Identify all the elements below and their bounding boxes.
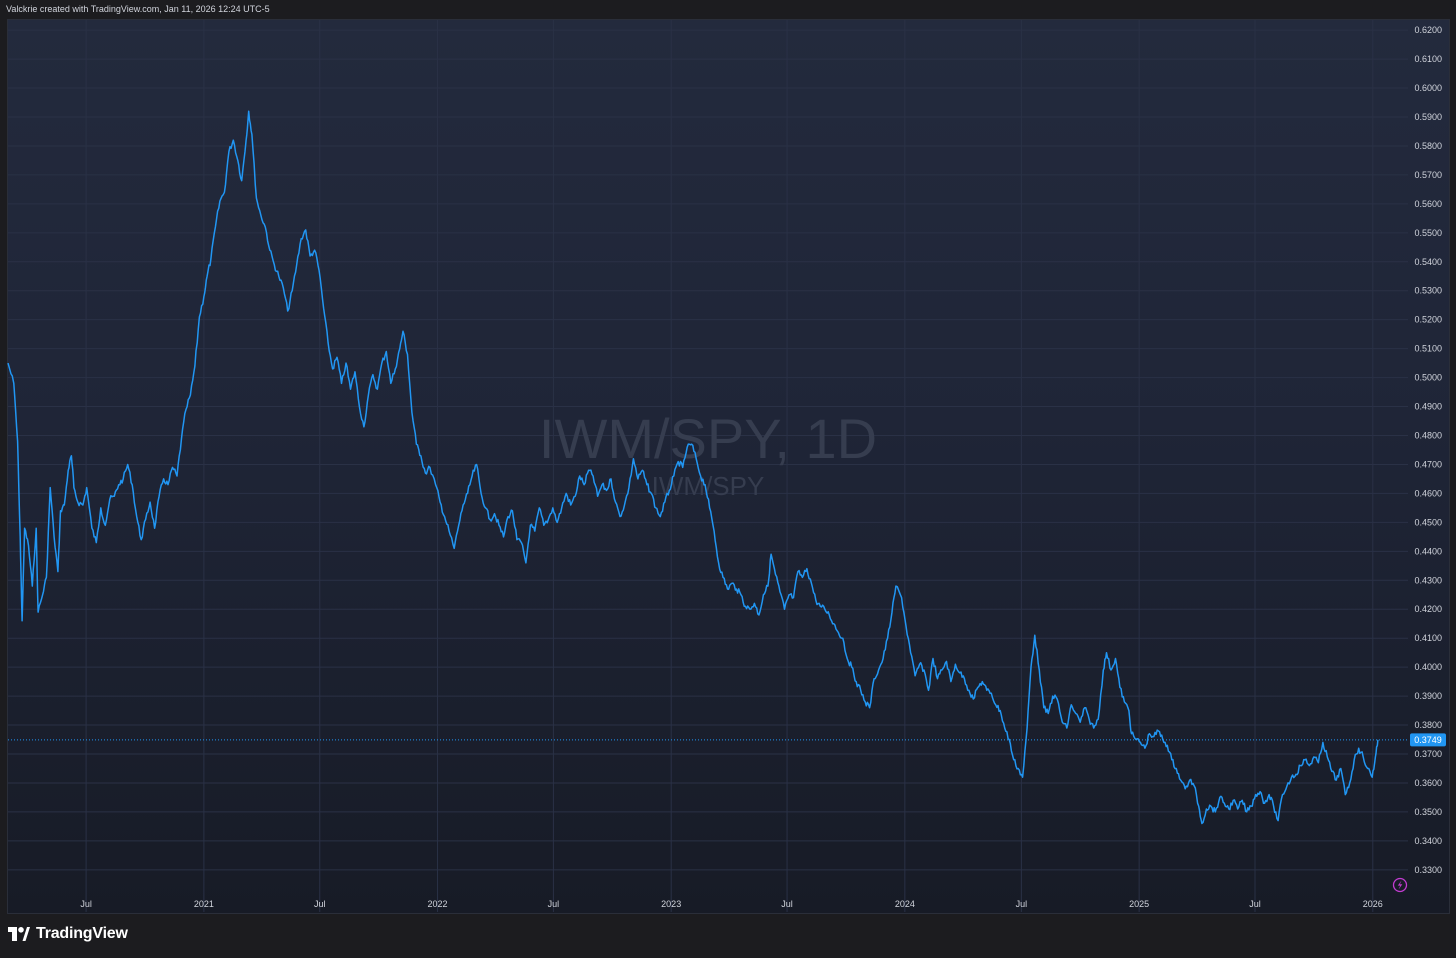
current-price-label: 0.3749 xyxy=(1410,733,1446,747)
x-axis[interactable]: Jul 2021 Jul 2022 Jul 2023 Jul 2024 Jul 2025 Jul 20… xyxy=(80,899,1382,909)
tradingview-wordmark: TradingView xyxy=(36,925,128,942)
watermark-subtitle: IWM/SPY xyxy=(652,471,765,501)
y-tick-label: 0.5000 xyxy=(1414,373,1442,383)
y-tick-label: 0.3300 xyxy=(1414,865,1442,875)
y-tick-label: 0.6000 xyxy=(1414,83,1442,93)
y-tick-label: 0.6200 xyxy=(1414,25,1442,35)
y-tick-label: 0.3900 xyxy=(1414,691,1442,701)
y-axis[interactable]: 0.6200 0.6100 0.6000 0.5900 0.5800 0.5700 0.56… xyxy=(1414,25,1442,875)
tradingview-logo-icon xyxy=(8,927,30,941)
x-tick-label: Jul xyxy=(1249,899,1261,909)
x-tick-label: Jul xyxy=(1016,899,1028,909)
y-tick-label: 0.6100 xyxy=(1414,54,1442,64)
chart-panel[interactable] xyxy=(7,19,1450,914)
y-tick-label: 0.3800 xyxy=(1414,720,1442,730)
x-tick-label: Jul xyxy=(80,899,92,909)
footer-bar xyxy=(0,914,1456,958)
y-tick-label: 0.5100 xyxy=(1414,344,1442,354)
x-tick-label: 2022 xyxy=(428,899,448,909)
y-tick-label: 0.5600 xyxy=(1414,199,1442,209)
y-tick-label: 0.4100 xyxy=(1414,633,1442,643)
horizontal-gridlines xyxy=(8,29,1408,871)
watermark-title: IWM/SPY, 1D xyxy=(539,407,877,470)
x-tick-label: Jul xyxy=(548,899,560,909)
x-tick-label: 2021 xyxy=(194,899,214,909)
y-tick-label: 0.4600 xyxy=(1414,488,1442,498)
y-tick-label: 0.5500 xyxy=(1414,228,1442,238)
y-tick-label: 0.4200 xyxy=(1414,604,1442,614)
x-tick-label: 2025 xyxy=(1129,899,1149,909)
x-tick-label: Jul xyxy=(781,899,793,909)
y-tick-label: 0.4300 xyxy=(1414,575,1442,585)
iwm-spy-series-line[interactable] xyxy=(7,110,1379,825)
current-price-value: 0.3749 xyxy=(1414,735,1442,745)
current-price-label-bg xyxy=(1410,733,1446,747)
tradingview-brand[interactable]: TradingView xyxy=(8,925,128,943)
x-tick-label: 2023 xyxy=(661,899,681,909)
vertical-gridlines xyxy=(85,20,1374,912)
y-tick-label: 0.3500 xyxy=(1414,807,1442,817)
top-bar: Valckrie created with TradingView.com, J… xyxy=(0,0,1456,19)
x-tick-label: 2026 xyxy=(1363,899,1383,909)
y-tick-label: 0.5900 xyxy=(1414,112,1442,122)
y-tick-label: 0.3600 xyxy=(1414,778,1442,788)
y-tick-label: 0.4700 xyxy=(1414,459,1442,469)
y-tick-label: 0.5400 xyxy=(1414,257,1442,267)
x-tick-label: 2024 xyxy=(895,899,915,909)
y-tick-label: 0.5200 xyxy=(1414,315,1442,325)
y-tick-label: 0.5300 xyxy=(1414,286,1442,296)
y-tick-label: 0.3700 xyxy=(1414,749,1442,759)
y-tick-label: 0.4000 xyxy=(1414,662,1442,672)
credit-text: Valckrie created with TradingView.com, J… xyxy=(6,4,270,14)
y-tick-label: 0.4800 xyxy=(1414,431,1442,441)
y-tick-label: 0.4900 xyxy=(1414,402,1442,412)
lightning-icon[interactable] xyxy=(1392,877,1408,893)
y-tick-label: 0.5800 xyxy=(1414,141,1442,151)
y-tick-label: 0.3400 xyxy=(1414,836,1442,846)
y-tick-label: 0.5700 xyxy=(1414,170,1442,180)
x-tick-label: Jul xyxy=(314,899,326,909)
y-tick-label: 0.4400 xyxy=(1414,546,1442,556)
y-tick-label: 0.4500 xyxy=(1414,517,1442,527)
